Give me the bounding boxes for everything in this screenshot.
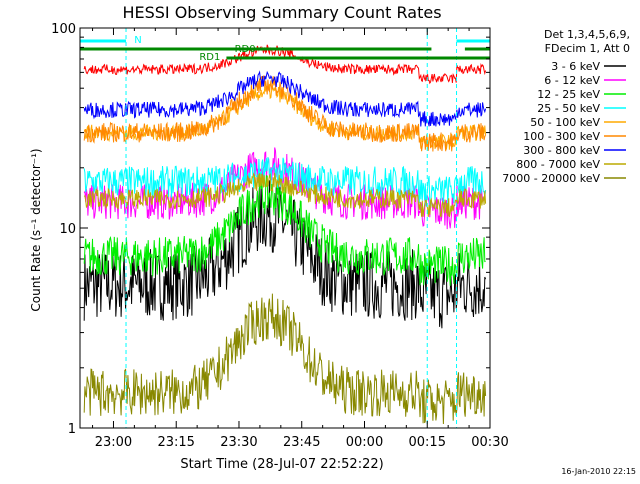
legend-label: 50 - 100 keV [530,116,600,129]
series-line [83,70,487,127]
y-axis-label: Count Rate (s⁻¹ detector⁻¹) [29,148,43,311]
series-line [83,156,487,207]
footer-date: 16-Jan-2010 22:15 [561,467,636,476]
y-tick-label: 1 [68,422,76,437]
x-tick-label: 00:15 [409,435,446,450]
x-tick-label: 00:00 [346,435,383,450]
series-line [83,180,487,329]
legend-label: 300 - 800 keV [523,144,600,157]
chart-title: HESSI Observing Summary Count Rates [122,3,441,22]
legend-label: 7000 - 20000 keV [502,172,600,185]
y-tick-label: 100 [51,22,76,37]
series-line [83,44,487,85]
legend-header-line-1: Det 1,3,4,5,6,9, [544,28,630,41]
flag-label: RD1 [199,52,220,63]
x-tick-label: 23:45 [283,435,320,450]
x-tick-label: 00:30 [471,435,508,450]
flag-label: N [134,35,141,46]
legend-label: 3 - 6 keV [551,60,600,73]
series-line [83,172,487,218]
series-line [83,175,486,286]
x-tick-label: 23:30 [220,435,257,450]
series-line [83,293,487,425]
y-tick-label: 10 [59,222,76,237]
legend-label: 12 - 25 keV [537,88,600,101]
legend-label: 25 - 50 keV [537,102,600,115]
x-axis-label: Start Time (28-Jul-07 22:52:22) [180,457,383,472]
legend-header-line-2: FDecim 1, Att 0 [545,42,630,55]
x-tick-label: 23:00 [95,435,132,450]
legend-label: 100 - 300 keV [523,130,600,143]
legend-label: 6 - 12 keV [544,74,600,87]
x-tick-label: 23:15 [157,435,194,450]
legend-label: 800 - 7000 keV [516,158,600,171]
flag-label: RD0 [235,44,256,55]
